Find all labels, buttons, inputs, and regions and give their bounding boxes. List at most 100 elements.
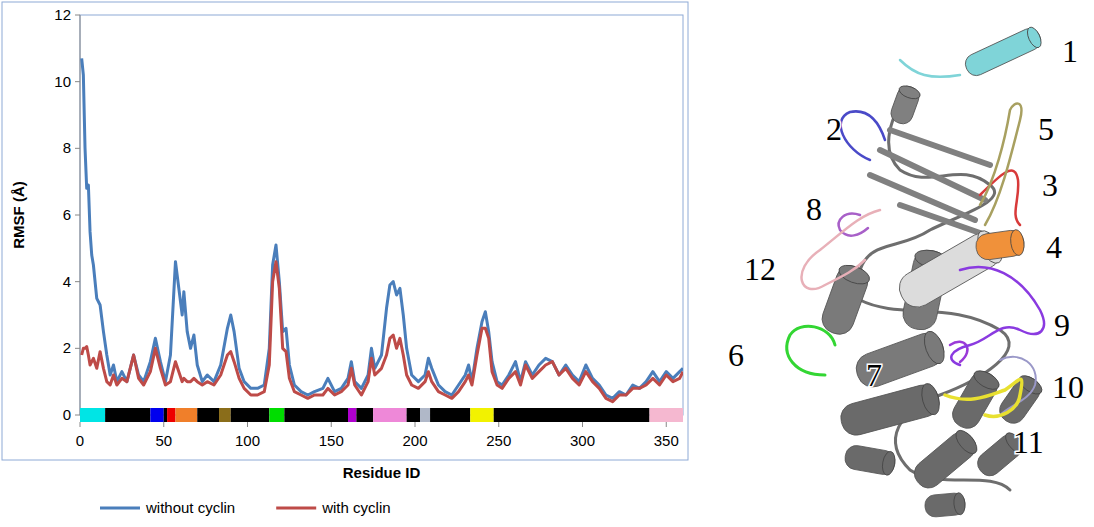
y-tick	[75, 15, 80, 16]
x-tick-label: 250	[486, 432, 511, 449]
region-segment	[197, 408, 219, 422]
y-tick	[75, 148, 80, 149]
region-segment	[150, 408, 163, 422]
helix-body	[838, 382, 943, 439]
region-segment	[80, 408, 105, 422]
region-label: 3	[1042, 167, 1058, 203]
helix-cap	[881, 450, 897, 476]
region-segment	[167, 408, 175, 422]
helix-body	[843, 444, 896, 476]
x-tick-label: 300	[570, 432, 595, 449]
region-label: 5	[1038, 111, 1054, 147]
x-tick-label: 100	[235, 432, 260, 449]
legend-label: with cyclin	[321, 499, 390, 516]
helix-4-body	[974, 229, 1025, 261]
y-tick-label: 8	[63, 139, 71, 156]
region-label: 6	[728, 337, 744, 373]
loop-5	[980, 103, 1021, 225]
helix-cap	[953, 492, 966, 515]
region-segment	[494, 408, 650, 422]
x-tick-label: 350	[654, 432, 679, 449]
region-label: 2	[826, 111, 842, 147]
region-label: 8	[806, 191, 822, 227]
x-tick-label: 50	[155, 432, 172, 449]
loop-9	[951, 267, 1044, 365]
helix-cap	[897, 83, 921, 101]
region-label: 10	[1052, 369, 1084, 405]
legend-swatch	[276, 507, 316, 510]
helix-4-cap	[1009, 229, 1025, 257]
helix-1-body	[962, 25, 1044, 79]
region-label: 12	[744, 251, 776, 287]
region-segment	[420, 408, 430, 422]
helix	[888, 83, 922, 126]
y-tick	[75, 415, 80, 416]
x-axis-title: Residue ID	[343, 464, 421, 481]
helix	[838, 382, 943, 439]
loop-11	[945, 379, 1022, 416]
y-axis-title: RMSF (Å)	[10, 181, 27, 249]
helix-cap	[920, 329, 948, 367]
beta-sheet	[870, 130, 1000, 240]
region-label: 9	[1054, 307, 1070, 343]
plot-lines	[82, 58, 683, 401]
helix	[909, 427, 981, 493]
helix	[924, 492, 966, 517]
x-tick	[666, 422, 667, 427]
y-tick-label: 10	[54, 73, 71, 90]
figure: 024681012050100150200250300350Residue ID…	[0, 0, 1094, 527]
region-label: 4	[1046, 229, 1062, 265]
helix-1	[962, 25, 1044, 79]
helix	[843, 444, 896, 476]
x-tick	[163, 422, 164, 427]
region-segment	[231, 408, 270, 422]
y-tick	[75, 81, 80, 82]
region-label: 11	[1013, 424, 1044, 460]
legend-label: without cyclin	[145, 499, 235, 516]
region-segment	[373, 408, 407, 422]
helix-body	[818, 262, 872, 339]
region-segment	[105, 408, 150, 422]
structure: 123456789101112	[728, 25, 1084, 518]
y-tick-label: 12	[54, 6, 71, 23]
x-tick	[331, 422, 332, 427]
helix-cap	[836, 262, 872, 288]
region-label: 1	[1062, 33, 1078, 69]
series-line	[82, 262, 683, 402]
x-tick	[80, 422, 81, 427]
region-label: 7	[866, 357, 882, 393]
helix-body	[909, 427, 981, 493]
x-tick	[582, 422, 583, 427]
series-line	[82, 58, 683, 398]
helix-body	[924, 492, 966, 517]
x-tick-label: 0	[76, 432, 84, 449]
region-segment	[650, 408, 684, 422]
region-segment	[407, 408, 420, 422]
y-tick-label: 4	[63, 273, 71, 290]
helix-cap	[971, 367, 1002, 393]
helix-cap	[952, 427, 981, 457]
loop-1	[900, 60, 960, 77]
loop-2	[841, 111, 885, 160]
region-segment	[430, 408, 470, 422]
helix-body	[888, 83, 922, 126]
legend-swatch	[100, 507, 140, 510]
y-tick-label: 0	[63, 406, 71, 423]
y-tick	[75, 281, 80, 282]
region-segment	[219, 408, 231, 422]
y-tick-label: 6	[63, 206, 71, 223]
loop-6	[787, 326, 835, 375]
region-segment	[284, 408, 348, 422]
region-segment	[356, 408, 373, 422]
region-segment	[175, 408, 197, 422]
loop-10	[1000, 357, 1036, 415]
helix-cap	[919, 382, 943, 417]
x-tick-label: 150	[319, 432, 344, 449]
x-tick-label: 200	[402, 432, 427, 449]
region-segment	[470, 408, 493, 422]
region-segment	[269, 408, 284, 422]
helix	[818, 262, 872, 339]
y-tick	[75, 348, 80, 349]
y-tick-label: 2	[63, 339, 71, 356]
loop-3	[980, 171, 1020, 225]
